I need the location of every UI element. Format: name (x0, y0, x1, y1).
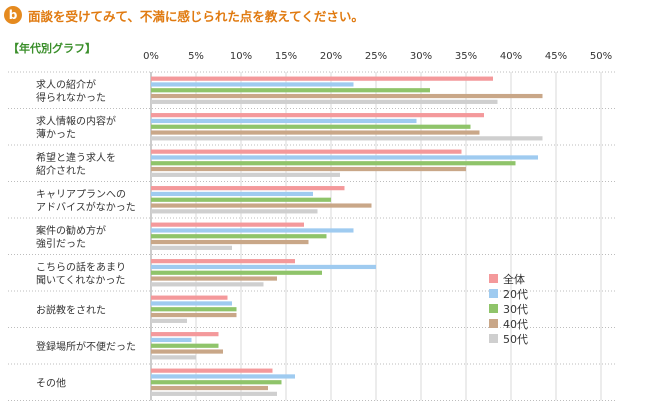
legend-swatch (489, 289, 498, 298)
legend-label: 50代 (503, 333, 528, 346)
bar-全体 (151, 186, 345, 191)
bar-20代 (151, 228, 354, 233)
bar-全体 (151, 149, 462, 154)
bar-50代 (151, 282, 264, 287)
chart-subtitle: 【年代別グラフ】 (8, 42, 96, 55)
category-label: その他 (36, 376, 66, 389)
category-label: 登録場所が不便だった (36, 340, 136, 353)
bar-50代 (151, 99, 498, 104)
bar-50代 (151, 391, 277, 396)
bar-30代 (151, 88, 430, 93)
bar-40代 (151, 312, 237, 318)
bar-50代 (151, 318, 187, 323)
bar-40代 (151, 349, 223, 354)
bar-30代 (151, 234, 327, 239)
x-tick-label: 15% (275, 51, 297, 62)
x-tick-label: 10% (230, 51, 252, 62)
bar-50代 (151, 209, 318, 214)
x-tick-label: 0% (143, 51, 159, 62)
x-tick-label: 30% (410, 51, 432, 62)
bar-全体 (151, 222, 304, 227)
category-label: 薄かった (36, 127, 76, 140)
category-label: 案件の勧め方が (36, 224, 106, 237)
bar-20代 (151, 301, 232, 306)
x-tick-label: 5% (188, 51, 204, 62)
bar-30代 (151, 124, 471, 129)
category-label: 希望と違う求人を (36, 151, 116, 164)
bar-30代 (151, 307, 237, 312)
bar-50代 (151, 245, 232, 250)
question-header: b 面談を受けてみて、不満に感じられた点を教えてください。 (4, 4, 364, 26)
bar-全体 (151, 259, 295, 264)
bar-全体 (151, 368, 273, 373)
bar-全体 (151, 295, 228, 300)
x-tick-label: 40% (500, 51, 522, 62)
legend-label: 20代 (503, 288, 528, 301)
bar-全体 (151, 76, 493, 81)
category-label: アドバイスがなかった (36, 200, 136, 213)
legend-label: 40代 (503, 318, 528, 331)
category-label: お説教をされた (36, 303, 106, 316)
legend-label: 30代 (503, 303, 528, 316)
x-tick-label: 20% (320, 51, 342, 62)
bar-40代 (151, 93, 543, 99)
legend-label: 全体 (503, 272, 525, 286)
category-label: キャリアプランへの (36, 188, 126, 200)
category-label: 求人情報の内容が (36, 114, 116, 127)
bar-50代 (151, 136, 543, 141)
bar-50代 (151, 172, 340, 177)
legend-swatch (489, 304, 498, 313)
legend-swatch (489, 334, 498, 343)
bar-40代 (151, 130, 480, 135)
bar-40代 (151, 239, 309, 245)
category-label: 得られなかった (36, 92, 106, 104)
x-tick-label: 50% (590, 51, 612, 62)
bar-全体 (151, 332, 219, 337)
bar-20代 (151, 82, 354, 87)
bar-20代 (151, 118, 417, 124)
question-title: 面談を受けてみて、不満に感じられた点を教えてください。 (28, 8, 364, 24)
x-tick-label: 35% (455, 51, 477, 62)
category-label: 強引だった (36, 237, 86, 250)
bar-40代 (151, 385, 268, 391)
bar-30代 (151, 161, 516, 166)
category-label: こちらの話をあまり (36, 260, 126, 273)
category-label: 聞いてくれなかった (36, 274, 125, 286)
bar-30代 (151, 197, 331, 202)
bar-20代 (151, 191, 313, 197)
section-badge: b (4, 6, 22, 24)
bar-30代 (151, 380, 282, 385)
bar-30代 (151, 343, 219, 348)
legend-swatch (489, 274, 498, 283)
bar-40代 (151, 276, 277, 281)
bar-20代 (151, 374, 295, 379)
category-label: 求人の紹介が (36, 78, 96, 91)
x-tick-label: 45% (545, 51, 567, 62)
bar-20代 (151, 264, 376, 270)
bar-40代 (151, 203, 372, 208)
bar-20代 (151, 155, 538, 160)
x-tick-label: 25% (365, 51, 387, 62)
category-label: 紹介された (36, 164, 86, 177)
bar-40代 (151, 166, 466, 172)
bar-30代 (151, 270, 322, 275)
bar-20代 (151, 337, 192, 343)
bar-全体 (151, 113, 484, 118)
legend-swatch (489, 319, 498, 328)
bar-50代 (151, 355, 196, 360)
